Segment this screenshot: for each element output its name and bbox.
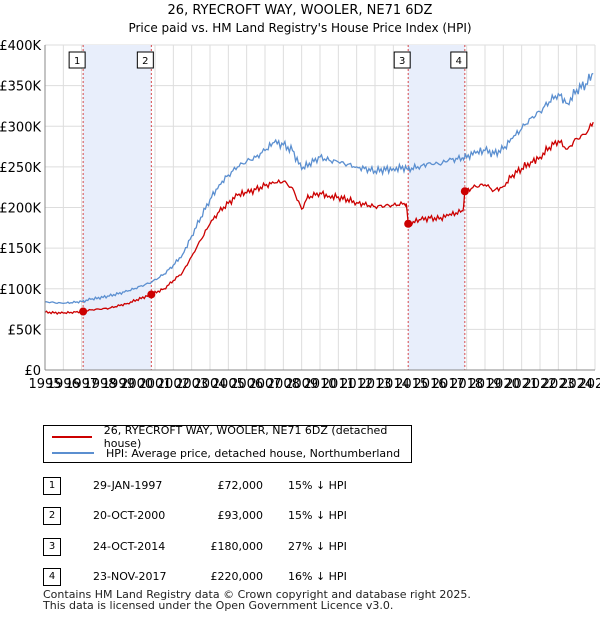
- x-tick-label: 2013: [358, 377, 391, 392]
- marker-label: 3: [399, 56, 405, 67]
- x-tick-label: 2001: [138, 377, 171, 392]
- x-tick-label: 2016: [413, 377, 446, 392]
- x-tick-label: 1998: [83, 377, 116, 392]
- footer-copyright: Contains HM Land Registry data © Crown c…: [43, 588, 471, 601]
- x-tick-label: 2015: [395, 377, 428, 392]
- marker-box: [450, 51, 468, 69]
- transaction-price: £72,000: [217, 479, 264, 492]
- sale-point: [460, 187, 469, 196]
- y-tick-label: £50K: [8, 323, 42, 338]
- legend-label-hpi: HPI: Average price, detached house, Nort…: [106, 446, 401, 460]
- x-tick-label: 2007: [248, 377, 281, 392]
- x-tick-label: 2023: [542, 377, 575, 392]
- x-tick-label: 2014: [377, 377, 410, 392]
- table-row: 3 24-OCT-2014 £180,000 27% ↓ HPI: [43, 537, 443, 557]
- x-tick-label: 2019: [468, 377, 501, 392]
- transaction-price: £180,000: [210, 540, 264, 553]
- legend-item-property: 26, RYECROFT WAY, WOOLER, NE71 6DZ (deta…: [52, 424, 411, 450]
- shaded-period: [408, 45, 465, 370]
- table-row: 4 23-NOV-2017 £220,000 16% ↓ HPI: [43, 567, 443, 587]
- transaction-number: 2: [43, 507, 61, 525]
- transaction-date: 29-JAN-1997: [93, 479, 163, 492]
- x-tick-label: 2025: [578, 377, 600, 392]
- series-line-hpi: [45, 72, 594, 305]
- marker-box: [136, 51, 154, 69]
- x-tick-label: 2012: [340, 377, 373, 392]
- legend: 26, RYECROFT WAY, WOOLER, NE71 6DZ (deta…: [43, 424, 412, 463]
- x-tick-label: 2009: [285, 377, 318, 392]
- x-tick-label: 1997: [65, 377, 98, 392]
- legend-item-hpi: HPI: Average price, detached house, Nort…: [52, 446, 400, 460]
- x-tick-label: 2000: [120, 377, 153, 392]
- x-tick-label: 2024: [560, 377, 593, 392]
- legend-swatch-hpi: [52, 452, 94, 454]
- x-tick-label: 2022: [523, 377, 556, 392]
- y-tick-label: £400K: [0, 39, 41, 54]
- chart-subtitle: Price paid vs. HM Land Registry's House …: [128, 21, 471, 35]
- transaction-number: 4: [43, 568, 61, 586]
- x-tick-label: 2021: [505, 377, 538, 392]
- transaction-date: 23-NOV-2017: [93, 570, 167, 583]
- y-tick-label: £300K: [0, 120, 41, 135]
- sale-point: [404, 219, 413, 228]
- x-tick-label: 2008: [267, 377, 300, 392]
- x-tick-label: 2018: [450, 377, 483, 392]
- transaction-date: 20-OCT-2000: [93, 509, 166, 522]
- y-tick-label: £250K: [0, 161, 41, 176]
- table-row: 2 20-OCT-2000 £93,000 15% ↓ HPI: [43, 506, 443, 526]
- y-tick-label: £100K: [0, 283, 41, 298]
- x-tick-label: 2003: [175, 377, 208, 392]
- y-tick-label: £0: [24, 364, 41, 379]
- shaded-period: [83, 45, 152, 370]
- x-tick-label: 2010: [303, 377, 336, 392]
- transaction-price: £220,000: [210, 570, 264, 583]
- legend-label-property: 26, RYECROFT WAY, WOOLER, NE71 6DZ (deta…: [103, 424, 388, 450]
- x-tick-label: 2005: [212, 377, 245, 392]
- footer-note: Contains HM Land Registry data © Crown c…: [43, 589, 471, 611]
- x-tick-label: 1996: [47, 377, 80, 392]
- x-tick-label: 1999: [102, 377, 135, 392]
- x-tick-label: 2020: [487, 377, 520, 392]
- x-tick-label: 1995: [28, 377, 61, 392]
- footer-licence: This data is licensed under the Open Gov…: [43, 599, 394, 612]
- transaction-date: 24-OCT-2014: [93, 540, 166, 553]
- x-tick-label: 2017: [432, 377, 465, 392]
- x-tick-label: 2011: [322, 377, 355, 392]
- marker-box: [393, 51, 411, 69]
- transaction-price: £93,000: [217, 509, 264, 522]
- marker-label: 1: [74, 56, 80, 67]
- transaction-hpi-diff: 15% ↓ HPI: [288, 479, 347, 492]
- y-tick-label: £150K: [0, 242, 41, 257]
- x-tick-label: 2004: [193, 377, 226, 392]
- marker-label: 4: [456, 56, 462, 67]
- transaction-number: 3: [43, 538, 61, 556]
- sale-point: [79, 307, 88, 316]
- x-tick-label: 2006: [230, 377, 263, 392]
- x-tick-label: 2002: [157, 377, 190, 392]
- series-line-property: [44, 121, 594, 315]
- marker-label: 2: [142, 56, 148, 67]
- y-tick-label: £200K: [0, 202, 41, 217]
- table-row: 1 29-JAN-1997 £72,000 15% ↓ HPI: [43, 476, 443, 496]
- legend-swatch-property: [52, 436, 92, 438]
- price-chart: 26, RYECROFT WAY, WOOLER, NE71 6DZ Price…: [0, 3, 600, 392]
- chart-title: 26, RYECROFT WAY, WOOLER, NE71 6DZ: [168, 3, 433, 18]
- y-tick-label: £350K: [0, 80, 41, 95]
- transaction-hpi-diff: 27% ↓ HPI: [288, 540, 347, 553]
- transaction-hpi-diff: 16% ↓ HPI: [288, 570, 347, 583]
- transaction-number: 1: [43, 477, 61, 495]
- sale-point: [147, 290, 156, 299]
- marker-box: [68, 51, 86, 69]
- transaction-hpi-diff: 15% ↓ HPI: [288, 509, 347, 522]
